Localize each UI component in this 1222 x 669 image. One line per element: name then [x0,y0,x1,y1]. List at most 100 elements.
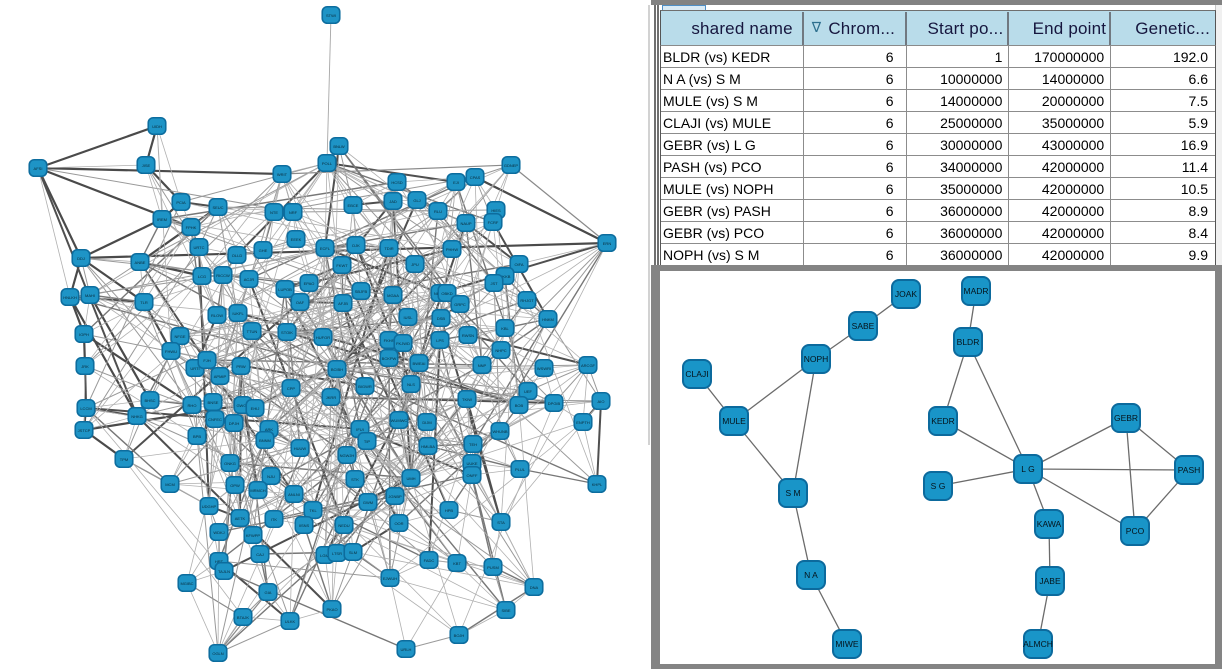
svg-text:HPB: HPB [445,508,454,513]
svg-text:LTSR: LTSR [332,551,342,556]
svg-text:UIDH: UIDH [152,124,162,129]
svg-text:HNKM: HNKM [542,317,554,322]
svg-text:STK: STK [351,477,359,482]
svg-text:TLR: TLR [140,300,148,305]
svg-text:ALMCH: ALMCH [1023,639,1053,649]
svg-text:WSWRI: WSWRI [537,366,551,371]
svg-text:MGAA: MGAA [387,293,399,298]
svg-text:GEBR: GEBR [1114,413,1138,423]
svg-text:JGNBP: JGNBP [388,494,402,499]
svg-text:SLM: SLM [349,550,357,555]
svg-text:TKIW: TKIW [462,397,472,402]
svg-text:NNP: NNP [478,363,487,368]
svg-text:CPP: CPP [287,386,296,391]
svg-text:HUUW: HUUW [294,446,307,451]
svg-text:N A: N A [804,570,818,580]
svg-text:ACJR: ACJR [244,277,255,282]
svg-text:TAJLN: TAJLN [218,569,230,574]
svg-text:FPHK: FPHK [186,225,197,230]
svg-text:TIP: TIP [364,439,371,444]
svg-text:HCSD: HCSD [391,180,402,185]
svg-text:DSB: DSB [437,316,446,321]
svg-text:DKKB: DKKB [500,274,511,279]
svg-text:HUFOR: HUFOR [316,335,330,340]
svg-text:BNNM: BNNM [259,438,271,443]
svg-text:EPAO: EPAO [304,281,315,286]
svg-text:JABE: JABE [1039,576,1061,586]
svg-text:FHWU: FHWU [165,349,177,354]
svg-text:ARCGF: ARCGF [581,363,596,368]
svg-text:RICCW: RICCW [216,273,230,278]
svg-text:ENPTH: ENPTH [576,420,590,425]
svg-text:BNSE: BNSE [208,400,219,405]
svg-text:TEH: TEH [469,442,477,447]
svg-text:NHKG: NHKG [131,414,143,419]
svg-text:DPGIB: DPGIB [548,401,561,406]
svg-text:GHE: GHE [259,248,268,253]
svg-text:UUKE: UUKE [466,461,477,466]
svg-text:PKAO: PKAO [326,607,337,612]
svg-text:PHHW: PHHW [446,247,458,252]
svg-text:BOJH: BOJH [454,633,465,638]
svg-text:ANBE: ANBE [135,260,146,265]
svg-text:UEF: UEF [524,389,533,394]
svg-text:KAWA: KAWA [1037,519,1062,529]
svg-text:LCG: LCG [198,274,206,279]
svg-text:MULE: MULE [722,416,746,426]
svg-text:ITK: ITK [271,517,278,522]
svg-text:OAF: OAF [296,300,305,305]
svg-text:LGMI: LGMI [320,553,330,558]
svg-text:EJI: EJI [453,180,459,185]
svg-text:FKWT: FKWT [336,263,348,268]
svg-text:MRMCH: MRMCH [250,488,265,493]
svg-text:MIWE: MIWE [835,639,858,649]
svg-text:NAUP: NAUP [460,221,471,226]
svg-text:SEUC: SEUC [212,205,223,210]
svg-text:L G: L G [1021,464,1034,474]
svg-text:SIBE: SIBE [501,608,510,613]
svg-text:STOIK: STOIK [281,330,293,335]
svg-text:NLS: NLS [407,382,415,387]
svg-text:NTE: NTE [270,210,278,215]
svg-text:PASH: PASH [1178,465,1201,475]
svg-text:KHPL: KHPL [592,482,603,487]
svg-text:OLLD: OLLD [232,253,243,258]
svg-text:GWM: GWM [363,500,373,505]
svg-text:ECFL: ECFL [320,246,331,251]
svg-text:TDIR: TDIR [384,246,393,251]
svg-text:NFGE: NFGE [174,334,185,339]
svg-text:DJK: DJK [352,243,360,248]
svg-text:ERN: ERN [603,241,612,246]
svg-text:NOPH: NOPH [804,354,829,364]
svg-text:RLU: RLU [434,209,442,214]
svg-text:WDKJ: WDKJ [213,530,224,535]
svg-text:PCO: PCO [1126,526,1145,536]
svg-text:EHIJ: EHIJ [251,406,260,411]
svg-text:BCKPW: BCKPW [382,356,397,361]
svg-text:JKRR: JKRR [326,395,337,400]
svg-text:GLJ: GLJ [413,198,420,203]
svg-text:RLOW: RLOW [211,313,223,318]
svg-text:JST: JST [490,281,498,286]
svg-text:LUPOB: LUPOB [278,287,292,292]
svg-text:BTAJK: BTAJK [237,615,249,620]
svg-text:JPU: JPU [411,262,419,267]
svg-text:OOR: OOR [394,521,403,526]
svg-text:MADR: MADR [963,286,988,296]
svg-text:PLUL: PLUL [515,467,526,472]
svg-text:NHPC: NHPC [495,348,506,353]
svg-text:HMLBA: HMLBA [421,444,435,449]
svg-text:EEEK: EEEK [291,237,302,242]
svg-text:URTI: URTI [190,366,199,371]
svg-text:FADC: FADC [424,558,435,563]
svg-text:TPM: TPM [120,457,128,462]
svg-text:NEDU: NEDU [338,523,349,528]
svg-text:OGLN: OGLN [212,651,223,656]
svg-text:IREM: IREM [157,217,167,222]
svg-text:APMIP: APMIP [214,374,227,379]
svg-text:TKL: TKL [309,508,317,513]
svg-text:CNFEC: CNFEC [208,417,222,422]
svg-text:WUMWC: WUMWC [391,418,408,423]
svg-text:MAHI: MAHI [85,293,95,298]
svg-text:WRIT: WRIT [277,172,288,177]
